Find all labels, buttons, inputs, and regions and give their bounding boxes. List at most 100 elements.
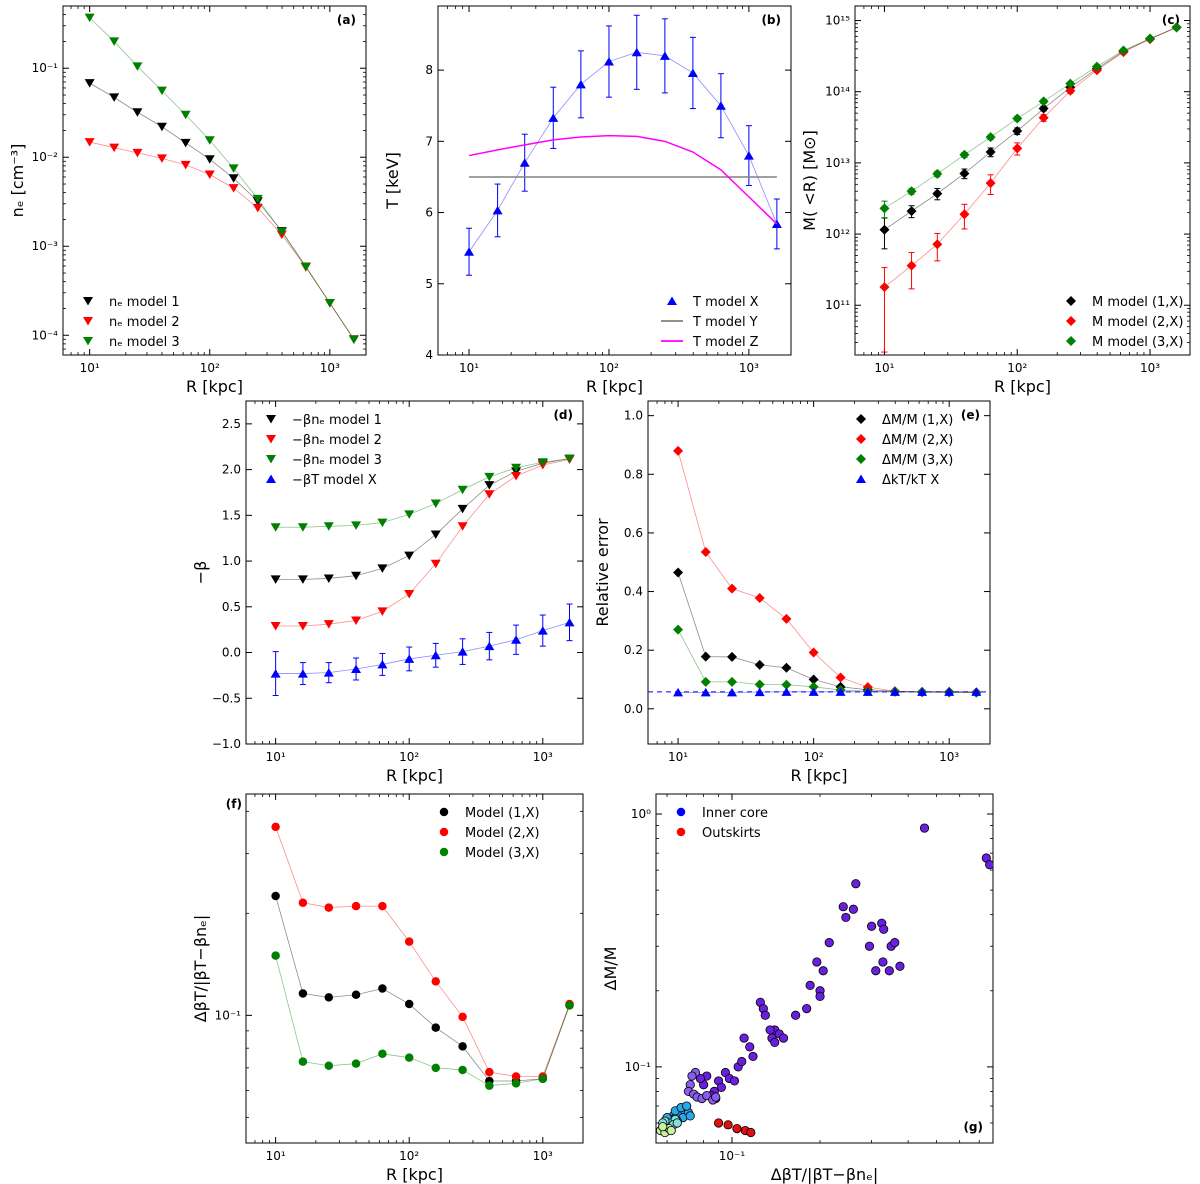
- y-tick-label: 10¹²: [825, 227, 850, 241]
- legend-item: −βnₑ model 1: [266, 413, 382, 428]
- data-point: [458, 1012, 467, 1022]
- series-line: [678, 691, 977, 693]
- data-point: [917, 687, 928, 696]
- panel-label: (f): [226, 797, 242, 811]
- legend-item: nₑ model 3: [83, 335, 180, 350]
- y-tick-label: 10⁻¹: [215, 1008, 242, 1022]
- y-tick-label: 8: [425, 63, 433, 77]
- x-tick-label: 10³: [533, 1149, 553, 1163]
- data-point: [484, 490, 495, 499]
- chart-panel-d: 10¹ 10² 10³ −1.0 −0.5 0.0 0.5 1.0 1.5 2.0 2.5 R [kp…: [191, 400, 584, 785]
- series-e-2: [673, 624, 982, 698]
- legend-item: M model (1,X): [1066, 295, 1183, 310]
- series-b-0: [464, 14, 782, 276]
- data-point: [378, 901, 387, 911]
- x-tick-label: 10²: [1007, 361, 1027, 375]
- series-line: [275, 459, 570, 627]
- series-g-3: [683, 1067, 721, 1105]
- legend-swatch: [439, 847, 449, 857]
- x-axis-label: R [kpc]: [994, 377, 1051, 396]
- y-tick-label: 0.0: [624, 702, 643, 716]
- x-axis-label: R [kpc]: [586, 377, 643, 396]
- data-point: [564, 617, 575, 627]
- data-point: [485, 1067, 494, 1077]
- data-point: [1145, 33, 1156, 44]
- y-tick-label: 10⁻³: [32, 239, 59, 253]
- data-point: [673, 687, 684, 697]
- x-tick-label: 10²: [399, 750, 419, 764]
- data-point: [204, 170, 215, 179]
- data-point: [430, 559, 441, 569]
- plot-frame: [437, 5, 792, 356]
- y-tick-label: −0.5: [212, 691, 241, 705]
- data-point: [377, 518, 388, 528]
- data-point: [808, 674, 819, 685]
- legend-item: −βnₑ model 3: [266, 453, 382, 468]
- y-tick-label: 10⁻¹: [625, 1060, 652, 1074]
- data-point: [228, 174, 239, 183]
- y-axis-label: ΔM/M: [601, 947, 620, 991]
- chart-panel-c: 10¹ 10² 10³ 10¹¹ 10¹² 10¹³ 10¹⁴ 10¹⁵ R [kpc] M( <…: [800, 5, 1191, 396]
- data-point: [879, 224, 890, 235]
- x-tick-label: 10¹: [459, 361, 479, 375]
- x-axis-label: R [kpc]: [186, 377, 243, 396]
- legend-item: Model (3,X): [439, 846, 540, 861]
- x-tick-label: 10²: [599, 361, 619, 375]
- series-c-0: [879, 22, 1182, 250]
- data-point: [1038, 103, 1049, 114]
- data-point: [700, 546, 711, 557]
- data-point: [673, 445, 684, 456]
- legend-swatch: [856, 474, 866, 483]
- legend-item: ΔM/M (3,X): [856, 453, 953, 468]
- series-e-0: [673, 567, 982, 698]
- legend-label: M model (2,X): [1092, 315, 1183, 330]
- data-point: [84, 138, 95, 147]
- data-point: [431, 1063, 440, 1073]
- y-axis-label: T [keV]: [383, 152, 402, 210]
- y-tick-label: 0.0: [222, 646, 241, 660]
- data-point: [323, 620, 334, 629]
- series-b-2: [468, 134, 778, 225]
- data-point: [457, 522, 468, 531]
- data-point: [727, 651, 738, 662]
- data-point: [932, 188, 943, 199]
- legend-swatch: [266, 455, 276, 464]
- x-tick-label: 10¹: [668, 750, 688, 764]
- legend-label: M model (1,X): [1092, 295, 1183, 310]
- data-point: [879, 924, 889, 934]
- legend-item: Inner core: [676, 806, 768, 821]
- panel-label: (c): [1162, 13, 1180, 27]
- x-tick-label: 10³: [1140, 361, 1160, 375]
- data-point: [871, 966, 881, 976]
- data-point: [431, 977, 440, 986]
- y-tick-label: 10⁻¹: [32, 61, 59, 75]
- data-point: [404, 654, 415, 663]
- y-tick-label: −1.0: [212, 737, 241, 751]
- series-d-3: [270, 603, 575, 697]
- data-point: [109, 143, 120, 153]
- y-axis-label: M( <R) [M⊙]: [800, 130, 819, 231]
- data-point: [431, 1023, 440, 1032]
- legend-swatch: [266, 474, 276, 483]
- data-point: [781, 613, 792, 624]
- data-point: [351, 664, 362, 673]
- data-point: [687, 68, 698, 77]
- data-point: [985, 860, 993, 870]
- data-point: [464, 247, 475, 256]
- y-tick-label: 5: [425, 277, 433, 291]
- x-tick-label: 10¹: [266, 1149, 286, 1163]
- legend-label: ΔkT/kT X: [882, 473, 939, 488]
- data-point: [862, 687, 873, 696]
- data-point: [879, 203, 890, 214]
- data-point: [959, 149, 970, 160]
- legend-swatch: [266, 415, 276, 424]
- legend-item: M model (2,X): [1066, 315, 1183, 330]
- data-point: [848, 904, 858, 914]
- data-point: [700, 687, 711, 697]
- x-tick-label: 10¹: [874, 361, 894, 375]
- data-point: [270, 523, 281, 532]
- data-point: [841, 912, 851, 923]
- legend-swatch: [1066, 296, 1076, 306]
- data-point: [565, 1001, 574, 1010]
- y-tick-label: 10¹⁴: [825, 85, 850, 99]
